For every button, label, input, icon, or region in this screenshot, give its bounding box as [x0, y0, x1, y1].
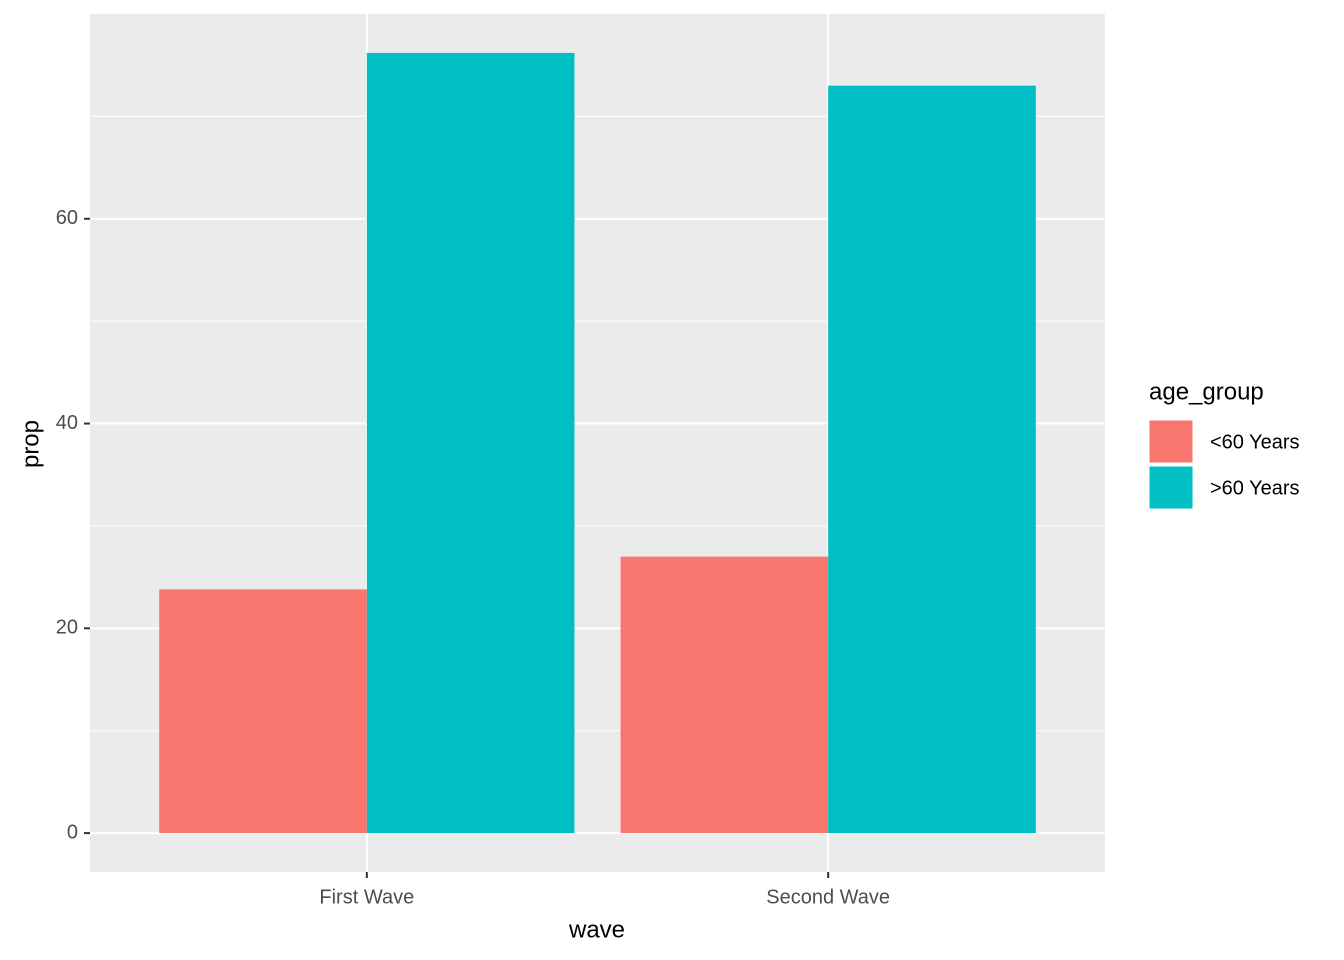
legend-key	[1148, 419, 1194, 464]
bar	[828, 85, 1036, 834]
y-tick-label: 60	[56, 207, 78, 229]
legend-label: >60 Years	[1210, 477, 1300, 499]
legend-key	[1148, 465, 1194, 510]
y-tick-label: 20	[56, 617, 78, 639]
y-tick-label: 40	[56, 412, 78, 434]
bar	[366, 52, 575, 834]
bar	[620, 556, 829, 834]
legend-title: age_group	[1149, 378, 1264, 405]
y-axis-title: prop	[17, 420, 44, 468]
x-tick-label: Second Wave	[766, 886, 890, 908]
bar	[159, 589, 367, 834]
x-axis-title: wave	[568, 916, 625, 943]
legend-label: <60 Years	[1210, 431, 1300, 453]
y-tick-label: 0	[67, 821, 78, 843]
legend: <60 Years >60 Years	[1148, 419, 1300, 510]
axes: 0 20 40 60 First Wave Second Wave	[56, 207, 890, 908]
bars	[159, 52, 1036, 834]
x-tick-label: First Wave	[319, 886, 414, 908]
